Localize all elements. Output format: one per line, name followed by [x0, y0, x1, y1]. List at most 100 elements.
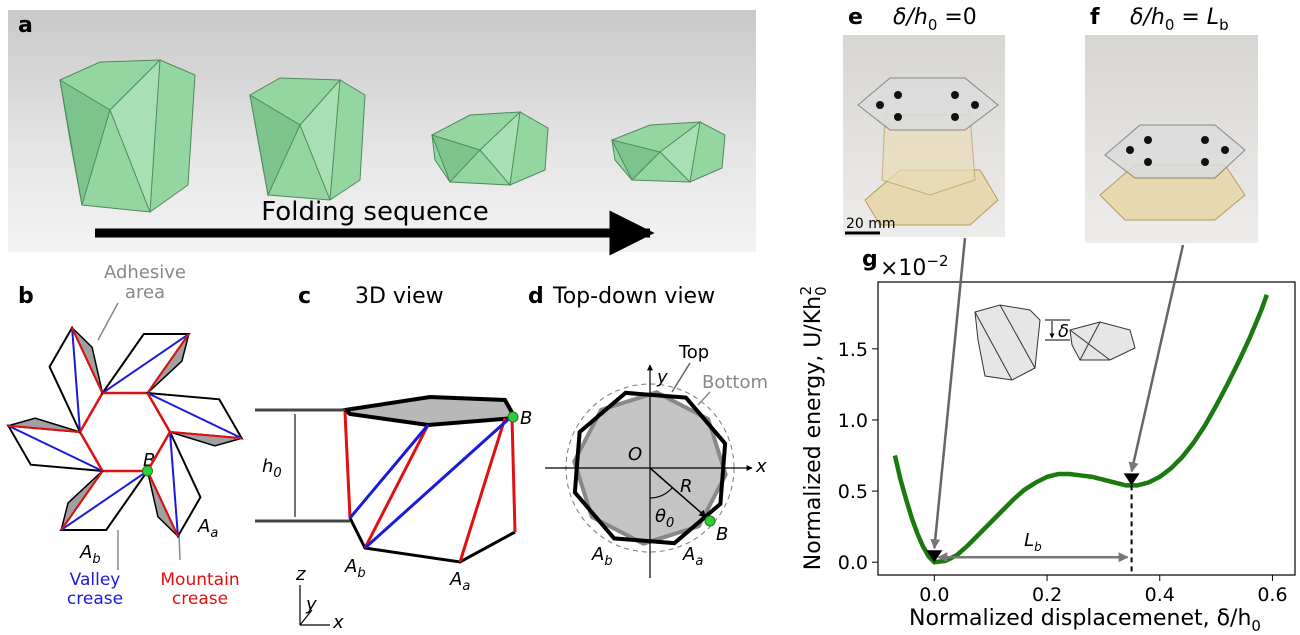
sub: b — [1219, 16, 1229, 34]
vertex-label: Aa — [449, 569, 470, 594]
height-label: h0 — [262, 456, 282, 481]
lb-label: Lb — [1024, 530, 1042, 554]
base: L — [1024, 530, 1034, 551]
mountain-crease — [512, 418, 515, 532]
offset-text: ×10−2 — [880, 252, 949, 281]
leader — [98, 303, 118, 340]
sub: 0 — [273, 466, 281, 481]
radius-label: R — [680, 476, 693, 497]
x-tick-label: 0.2 — [1032, 584, 1062, 606]
panel-f: f δ/h0 = Lb — [1085, 5, 1258, 243]
base: A — [682, 544, 695, 565]
valley-crease — [365, 416, 512, 548]
text: Normalized energy, U/Kh — [801, 296, 826, 570]
vertex-label: Ab — [344, 556, 366, 581]
base: A — [79, 542, 92, 563]
photo-link — [1132, 245, 1183, 471]
photo-link — [934, 238, 965, 548]
text: Normalized displacemenet, δ/h — [909, 606, 1251, 631]
pre: δ/h — [1130, 5, 1165, 30]
base: A — [197, 516, 210, 537]
sub: 0 — [1251, 617, 1261, 635]
panel-g: g ×10−2 Normalized displacemenet, δ/h0 N… — [797, 238, 1295, 635]
point-b — [508, 412, 518, 422]
panel-label: b — [18, 284, 34, 309]
sub: b — [1034, 540, 1042, 554]
base: ×10 — [880, 256, 926, 281]
sub: b — [92, 552, 100, 567]
y-tick-label: 1.5 — [838, 339, 868, 361]
base: A — [344, 556, 357, 577]
sub: 0 — [928, 16, 938, 34]
panel-e: e δ/h0 =0 20 mm — [843, 5, 1005, 237]
top-face — [345, 397, 515, 425]
pre: δ/h — [893, 5, 928, 30]
sub: a — [695, 554, 703, 569]
inset-label: δ — [1058, 321, 1069, 342]
line: crease — [67, 589, 123, 609]
x-tick-label: 0.6 — [1257, 584, 1287, 606]
panel-c: c 3D view B h0 Ab Aa z y x — [255, 284, 532, 633]
line: Mountain — [160, 570, 239, 590]
point-label: B — [716, 524, 728, 545]
vertex-label: Ab — [79, 542, 101, 567]
axis-label: y — [305, 594, 317, 615]
vertex-label: Aa — [197, 516, 218, 541]
valley-label: Valleycrease — [67, 570, 123, 609]
y-tick-label: 1.0 — [838, 410, 868, 432]
sub: a — [462, 579, 470, 594]
panel-label: c — [298, 284, 311, 309]
figure: a Folding sequence b Adhesivearea B Ab A… — [0, 0, 1300, 635]
point-b — [705, 516, 715, 526]
line: Valley — [70, 570, 121, 590]
origin-label: O — [628, 444, 642, 465]
sup: 2 — [797, 286, 815, 296]
y-tick-label: 0.5 — [838, 481, 868, 503]
inset-sketch — [975, 305, 1135, 380]
point-b — [143, 466, 153, 476]
post: = L — [1174, 5, 1219, 30]
panel-title: Top-down view — [552, 284, 715, 309]
scale-label: 20 mm — [846, 216, 896, 232]
axis-label: z — [295, 564, 306, 585]
sub: b — [357, 566, 365, 581]
base: A — [591, 544, 604, 565]
vertex-label: Ab — [591, 544, 613, 569]
panel-title: 3D view — [355, 284, 444, 309]
leader — [672, 363, 690, 392]
sup: −2 — [926, 252, 948, 270]
panel-label: a — [18, 13, 33, 38]
bottom-label: Bottom — [702, 372, 768, 393]
line: crease — [172, 589, 228, 609]
y-axis-label: Normalized energy, U/Kh02 — [797, 286, 830, 570]
sub: 0 — [666, 516, 674, 531]
point-label: B — [520, 408, 532, 429]
x-tick-label: 0.4 — [1145, 584, 1175, 606]
mountain-crease — [365, 425, 428, 548]
axis-label: x — [332, 612, 344, 633]
line: Adhesive — [104, 262, 186, 283]
post: =0 — [937, 5, 976, 30]
base: A — [449, 569, 462, 590]
mountain-crease — [345, 412, 350, 518]
axis-label: y — [656, 367, 668, 388]
sub: b — [604, 554, 612, 569]
panel-label: f — [1090, 5, 1100, 30]
caption: Folding sequence — [261, 197, 488, 227]
panel-a: a Folding sequence — [8, 10, 756, 252]
panel-d: d Top-down view Top Bottom y x O R θ0 B … — [528, 284, 768, 578]
vertex-label: Aa — [682, 544, 703, 569]
panel-label: g — [862, 247, 878, 272]
sub: a — [210, 526, 218, 541]
sub: 0 — [1165, 16, 1175, 34]
line: area — [125, 282, 165, 303]
x-axis-label: Normalized displacemenet, δ/h0 — [909, 606, 1261, 635]
y-tick-label: 0.0 — [838, 552, 868, 574]
panel-title: δ/h0 =0 — [893, 5, 977, 34]
base: θ — [655, 506, 666, 527]
panel-label: e — [848, 5, 863, 30]
x-tick-label: 0.0 — [919, 584, 949, 606]
panel-label: d — [528, 284, 544, 309]
